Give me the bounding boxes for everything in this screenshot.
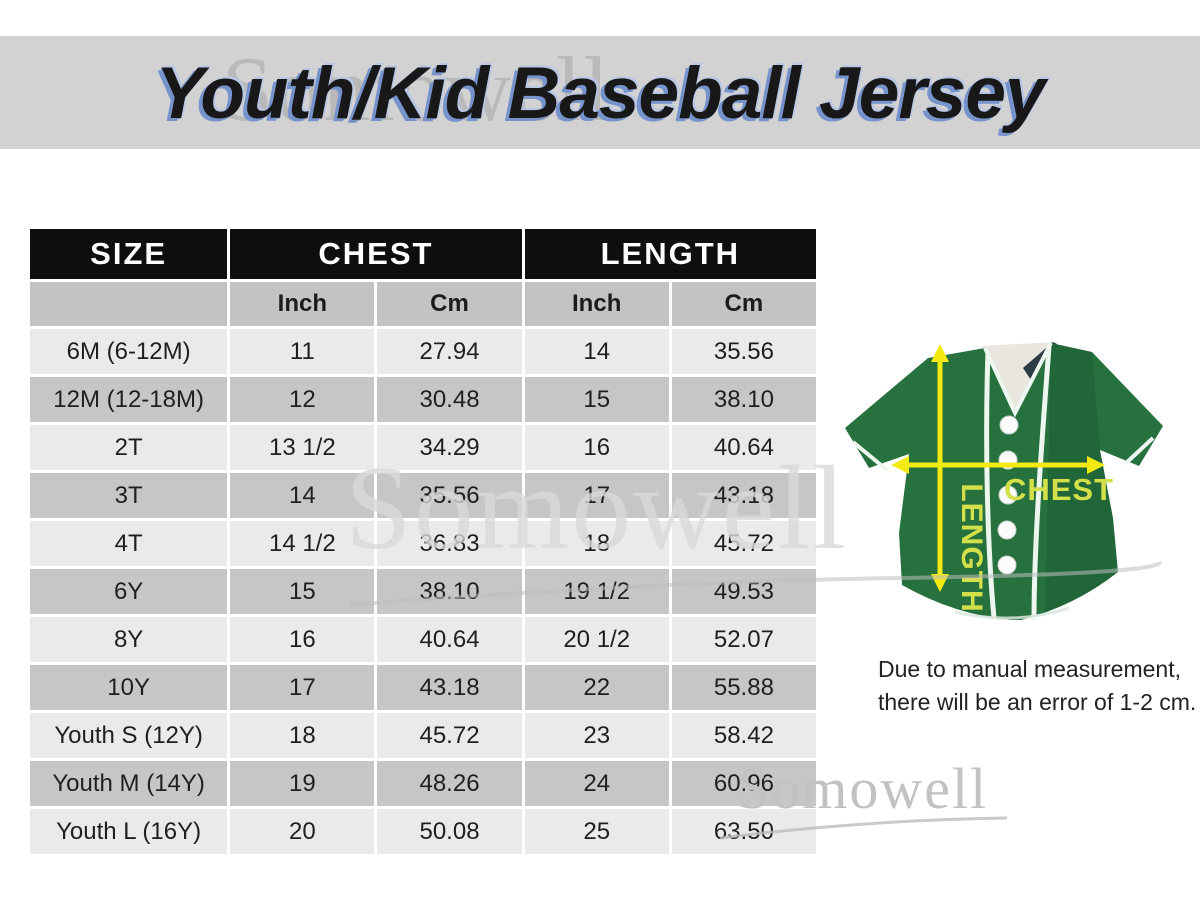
size-cell: 10Y: [30, 665, 228, 710]
chest-cm-cell: 34.29: [377, 425, 522, 470]
length-inch-cell: 14: [524, 329, 669, 374]
size-cell: Youth L (16Y): [30, 809, 228, 854]
chest-inch-cell: 17: [230, 665, 375, 710]
chest-inch-cell: 20: [230, 809, 375, 854]
col-header-size: SIZE: [30, 229, 228, 279]
note-line-2: there will be an error of 1-2 cm.: [878, 688, 1197, 715]
size-cell: 6Y: [30, 569, 228, 614]
length-inch-cell: 25: [524, 809, 669, 854]
table-unit-header-row: Inch Cm Inch Cm: [30, 282, 816, 326]
length-cm-cell: 38.10: [671, 377, 816, 422]
collar-piping: [983, 342, 1053, 418]
chest-cm-cell: 48.26: [377, 761, 522, 806]
table-row: 8Y 16 40.64 20 1/2 52.07: [30, 617, 816, 662]
chest-inch-cell: 11: [230, 329, 375, 374]
chest-inch-cell: 14 1/2: [230, 521, 375, 566]
size-cell: Youth M (14Y): [30, 761, 228, 806]
table-row: Youth L (16Y) 20 50.08 25 63.50: [30, 809, 816, 854]
chest-cm-cell: 43.18: [377, 665, 522, 710]
unit-header-empty: [30, 282, 228, 326]
col-header-length: LENGTH: [524, 229, 816, 279]
size-cell: 12M (12-18M): [30, 377, 228, 422]
chest-cm-cell: 38.10: [377, 569, 522, 614]
table-row: 6M (6-12M) 11 27.94 14 35.56: [30, 329, 816, 374]
unit-header-chest-cm: Cm: [377, 282, 522, 326]
table-row: Youth M (14Y) 19 48.26 24 60.96: [30, 761, 816, 806]
length-cm-cell: 58.42: [671, 713, 816, 758]
chest-inch-cell: 13 1/2: [230, 425, 375, 470]
chest-inch-cell: 12: [230, 377, 375, 422]
size-cell: 2T: [30, 425, 228, 470]
chest-cm-cell: 45.72: [377, 713, 522, 758]
length-inch-cell: 20 1/2: [524, 617, 669, 662]
chest-cm-cell: 27.94: [377, 329, 522, 374]
size-cell: 6M (6-12M): [30, 329, 228, 374]
table-group-header-row: SIZE CHEST LENGTH: [30, 229, 816, 279]
table-row: 4T 14 1/2 36.83 18 45.72: [30, 521, 816, 566]
jersey-shading: [1045, 343, 1118, 612]
length-inch-cell: 18: [524, 521, 669, 566]
page-title: Youth/Kid Baseball Jersey: [155, 53, 1045, 134]
chest-cm-cell: 50.08: [377, 809, 522, 854]
chest-inch-cell: 18: [230, 713, 375, 758]
length-arrow-label: LENGTH: [955, 483, 988, 612]
col-header-chest: CHEST: [230, 229, 522, 279]
table-row: 3T 14 35.56 17 43.18: [30, 473, 816, 518]
jersey-diagram: CHEST LENGTH: [835, 318, 1185, 658]
length-cm-cell: 49.53: [671, 569, 816, 614]
size-table-body: 6M (6-12M) 11 27.94 14 35.56 12M (12-18M) 12 30…: [30, 329, 816, 854]
length-cm-cell: 63.50: [671, 809, 816, 854]
size-cell: 3T: [30, 473, 228, 518]
length-inch-cell: 16: [524, 425, 669, 470]
chest-arrow-label: CHEST: [1004, 472, 1114, 507]
unit-header-length-inch: Inch: [524, 282, 669, 326]
length-cm-cell: 35.56: [671, 329, 816, 374]
chest-inch-cell: 14: [230, 473, 375, 518]
table-row: 2T 13 1/2 34.29 16 40.64: [30, 425, 816, 470]
length-cm-cell: 43.18: [671, 473, 816, 518]
size-cell: 8Y: [30, 617, 228, 662]
jersey-illustration: CHEST LENGTH: [845, 342, 1163, 621]
right-sleeve-stripe: [1123, 436, 1155, 466]
size-table: SIZE CHEST LENGTH Inch Cm Inch Cm 6M (6-…: [27, 226, 819, 857]
left-sleeve-stripe: [851, 440, 889, 472]
table-row: 12M (12-18M) 12 30.48 15 38.10: [30, 377, 816, 422]
length-inch-cell: 23: [524, 713, 669, 758]
table-row: Youth S (12Y) 18 45.72 23 58.42: [30, 713, 816, 758]
unit-header-length-cm: Cm: [671, 282, 816, 326]
length-cm-cell: 40.64: [671, 425, 816, 470]
chest-cm-cell: 36.83: [377, 521, 522, 566]
length-inch-cell: 19 1/2: [524, 569, 669, 614]
unit-header-chest-inch: Inch: [230, 282, 375, 326]
title-banner: Somowell Youth/Kid Baseball Jersey: [0, 36, 1200, 149]
length-inch-cell: 15: [524, 377, 669, 422]
table-row: 10Y 17 43.18 22 55.88: [30, 665, 816, 710]
length-inch-cell: 17: [524, 473, 669, 518]
size-cell: Youth S (12Y): [30, 713, 228, 758]
hem-piping: [954, 606, 1070, 620]
jersey-body: [845, 343, 1163, 620]
chest-inch-cell: 16: [230, 617, 375, 662]
chest-cm-cell: 35.56: [377, 473, 522, 518]
length-inch-cell: 24: [524, 761, 669, 806]
length-cm-cell: 52.07: [671, 617, 816, 662]
size-cell: 4T: [30, 521, 228, 566]
note-line-1: Due to manual measurement,: [878, 656, 1181, 682]
chest-cm-cell: 30.48: [377, 377, 522, 422]
table-row: 6Y 15 38.10 19 1/2 49.53: [30, 569, 816, 614]
chest-inch-cell: 19: [230, 761, 375, 806]
length-inch-cell: 22: [524, 665, 669, 710]
chest-cm-cell: 40.64: [377, 617, 522, 662]
chest-inch-cell: 15: [230, 569, 375, 614]
chest-arrow: [891, 456, 1105, 474]
measurement-note: Due to manual measurement, there will be…: [878, 653, 1198, 718]
length-cm-cell: 60.96: [671, 761, 816, 806]
length-cm-cell: 45.72: [671, 521, 816, 566]
length-cm-cell: 55.88: [671, 665, 816, 710]
